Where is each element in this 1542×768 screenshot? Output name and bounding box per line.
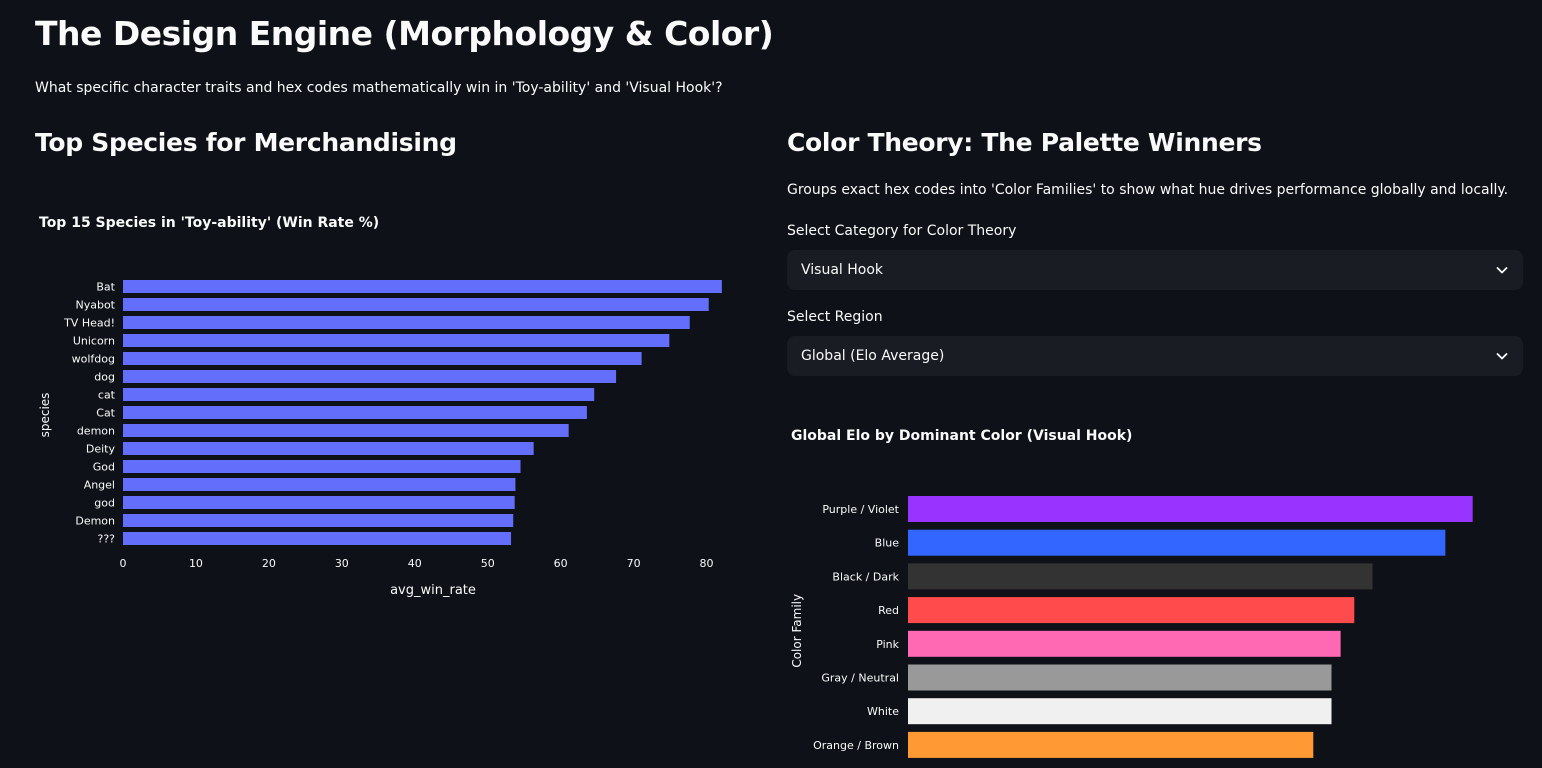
- color-section-description: Groups exact hex codes into 'Color Famil…: [787, 182, 1509, 198]
- species-tick-label: demon: [77, 425, 115, 438]
- species-bar: [123, 514, 514, 527]
- species-bar: [123, 316, 690, 329]
- color-tick-label: Purple / Violet: [822, 503, 899, 516]
- x-tick-label: 80: [700, 557, 714, 570]
- color-bar-chart: Purple / Violet Blue Black / Dark Red Pink Gr…: [790, 496, 1473, 758]
- color-tick-label: Pink: [876, 638, 899, 651]
- x-tick-label: 10: [189, 557, 203, 570]
- species-bar: [123, 496, 515, 509]
- chevron-down-icon: [1495, 349, 1509, 363]
- species-tick-label: Deity: [86, 443, 116, 456]
- species-bar: [123, 388, 595, 401]
- species-section-heading: Top Species for Merchandising: [35, 128, 457, 157]
- color-chart-title: Global Elo by Dominant Color (Visual Hoo…: [791, 428, 1133, 444]
- species-tick-label: God: [93, 461, 115, 474]
- species-chart-title: Top 15 Species in 'Toy-ability' (Win Rat…: [39, 215, 380, 231]
- species-tick-label: Nyabot: [75, 299, 115, 312]
- species-tick-label: Angel: [84, 479, 115, 492]
- species-tick-label: Unicorn: [73, 335, 115, 348]
- color-bar: [908, 630, 1341, 657]
- species-bar: [123, 532, 512, 545]
- species-bar-chart: Bat Nyabot TV Head! Unicorn wolfdog dog cat Cat…: [38, 280, 722, 598]
- color-tick-label: Blue: [875, 537, 900, 550]
- color-bar: [908, 731, 1314, 758]
- x-tick-label: 20: [262, 557, 276, 570]
- x-tick-label: 40: [408, 557, 422, 570]
- species-column: Top Species for Merchandising Top 15 Spe…: [35, 128, 755, 765]
- species-tick-label: Bat: [96, 281, 115, 294]
- color-section-heading: Color Theory: The Palette Winners: [787, 128, 1262, 157]
- x-axis-label: avg_win_rate: [390, 583, 476, 598]
- x-tick-label: 30: [335, 557, 349, 570]
- y-axis-label: Color Family: [790, 594, 804, 668]
- x-tick-label: 60: [554, 557, 568, 570]
- species-bar: [123, 334, 670, 347]
- species-bar: [123, 406, 587, 419]
- color-bar: [908, 597, 1355, 624]
- color-bar: [908, 698, 1332, 725]
- species-tick-label: wolfdog: [72, 353, 115, 366]
- category-select-value: Visual Hook: [801, 262, 884, 278]
- region-select[interactable]: Global (Elo Average): [787, 336, 1523, 376]
- species-bar: [123, 298, 709, 311]
- color-bar: [908, 496, 1473, 522]
- x-tick-label: 0: [120, 557, 127, 570]
- species-bar: [123, 280, 722, 293]
- x-tick-label: 50: [481, 557, 495, 570]
- color-bar: [908, 563, 1373, 590]
- chevron-down-icon: [1495, 263, 1509, 277]
- color-tick-label: Red: [878, 604, 899, 617]
- color-tick-label: White: [867, 705, 899, 718]
- category-select[interactable]: Visual Hook: [787, 250, 1523, 290]
- species-tick-label: cat: [98, 389, 116, 402]
- color-bar: [908, 664, 1332, 691]
- species-tick-label: dog: [94, 371, 115, 384]
- x-tick-label: 70: [627, 557, 641, 570]
- page-subtitle: What specific character traits and hex c…: [35, 80, 723, 96]
- region-select-value: Global (Elo Average): [801, 348, 945, 364]
- species-bar: [123, 460, 521, 473]
- species-bar: [123, 424, 569, 437]
- species-tick-label: Demon: [75, 515, 115, 528]
- page-title: The Design Engine (Morphology & Color): [35, 14, 774, 53]
- species-bar: [123, 352, 642, 365]
- species-tick-label: Cat: [96, 407, 115, 420]
- color-tick-label: Orange / Brown: [813, 739, 899, 752]
- species-tick-label: ???: [97, 533, 115, 546]
- y-axis-label: species: [38, 393, 52, 438]
- region-select-label: Select Region: [787, 309, 883, 325]
- category-select-label: Select Category for Color Theory: [787, 223, 1017, 239]
- species-bar: [123, 442, 534, 455]
- species-tick-label: TV Head!: [63, 317, 115, 330]
- color-bar: [908, 529, 1446, 556]
- color-tick-label: Black / Dark: [832, 570, 899, 583]
- color-tick-label: Gray / Neutral: [821, 672, 899, 685]
- species-bar: [123, 370, 617, 383]
- species-bar: [123, 478, 516, 491]
- species-tick-label: god: [94, 497, 115, 510]
- color-column: Color Theory: The Palette Winners Groups…: [787, 128, 1523, 765]
